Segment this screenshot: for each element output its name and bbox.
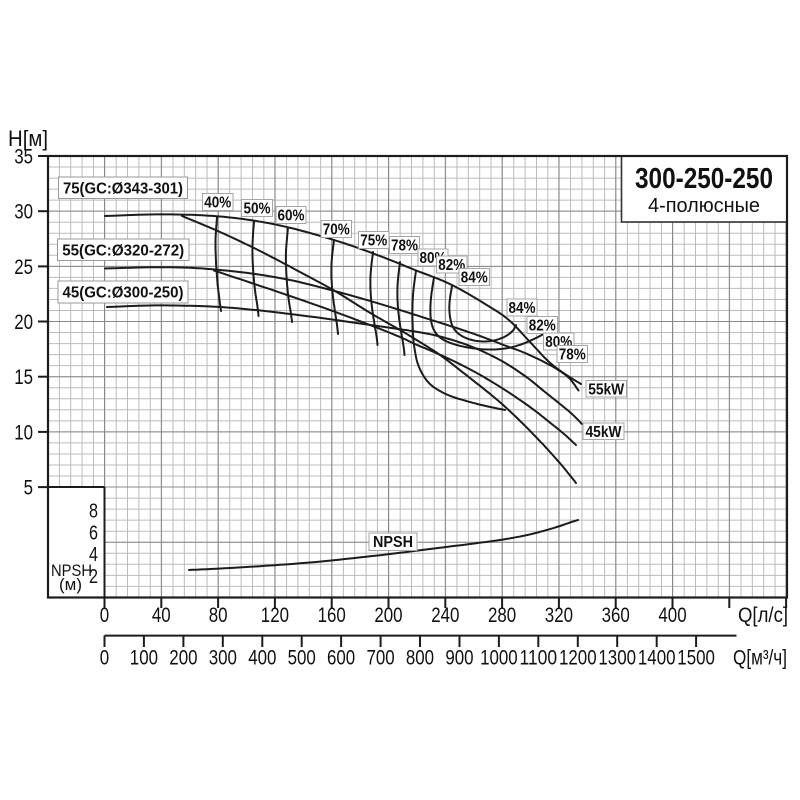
svg-text:82%: 82% [529,318,556,335]
svg-text:0: 0 [100,604,109,627]
svg-text:200: 200 [169,647,197,670]
svg-text:600: 600 [327,647,355,670]
svg-text:75%: 75% [360,233,387,250]
svg-text:55kW: 55kW [588,381,625,398]
svg-text:2: 2 [89,566,98,588]
svg-text:45(GC:Ø300-250): 45(GC:Ø300-250) [63,285,184,302]
svg-text:4-полюсные: 4-полюсные [648,195,760,217]
svg-text:35: 35 [14,146,33,169]
svg-text:8: 8 [89,501,98,523]
svg-text:1000: 1000 [480,647,518,670]
svg-text:360: 360 [602,604,630,627]
svg-text:1100: 1100 [520,647,558,670]
svg-text:160: 160 [318,604,346,627]
svg-text:300-250-250: 300-250-250 [635,163,773,195]
svg-text:NPSH: NPSH [373,534,413,551]
svg-text:900: 900 [445,647,473,670]
svg-text:1200: 1200 [559,647,597,670]
svg-text:6: 6 [89,522,98,544]
svg-text:55(GC:Ø320-272): 55(GC:Ø320-272) [62,242,184,259]
svg-text:78%: 78% [391,238,418,255]
svg-text:240: 240 [431,604,459,627]
svg-text:320: 320 [545,604,573,627]
svg-text:1400: 1400 [638,647,676,670]
svg-text:120: 120 [261,604,289,627]
svg-text:5: 5 [24,477,33,500]
svg-text:(м): (м) [59,575,82,594]
svg-text:200: 200 [374,604,402,627]
svg-text:40: 40 [152,604,171,627]
svg-text:700: 700 [367,647,395,670]
svg-text:30: 30 [14,201,33,224]
svg-text:4: 4 [89,544,98,566]
svg-text:800: 800 [406,647,434,670]
svg-text:50%: 50% [244,201,271,218]
svg-text:100: 100 [130,647,158,670]
svg-text:0: 0 [100,647,109,670]
svg-text:1500: 1500 [677,647,715,670]
svg-text:1300: 1300 [598,647,636,670]
svg-text:84%: 84% [461,270,488,287]
svg-text:70%: 70% [323,222,350,239]
svg-text:15: 15 [14,366,33,389]
svg-text:40%: 40% [204,195,231,212]
svg-text:Q[м³/ч]: Q[м³/ч] [733,647,787,670]
svg-text:25: 25 [14,256,33,279]
svg-text:10: 10 [14,421,33,444]
svg-text:500: 500 [288,647,316,670]
svg-text:H[м]: H[м] [8,126,48,151]
svg-text:45kW: 45kW [586,424,623,441]
svg-text:400: 400 [658,604,686,627]
svg-text:NPSH: NPSH [51,561,92,580]
svg-text:300: 300 [209,647,237,670]
svg-text:60%: 60% [278,208,305,225]
svg-text:Q[л/с]: Q[л/с] [738,604,788,627]
svg-text:20: 20 [14,311,33,334]
svg-text:80: 80 [209,604,228,627]
svg-text:400: 400 [248,647,276,670]
svg-text:280: 280 [488,604,516,627]
svg-text:78%: 78% [559,347,586,364]
svg-text:84%: 84% [509,300,536,317]
svg-text:75(GC:Ø343-301): 75(GC:Ø343-301) [63,180,183,197]
